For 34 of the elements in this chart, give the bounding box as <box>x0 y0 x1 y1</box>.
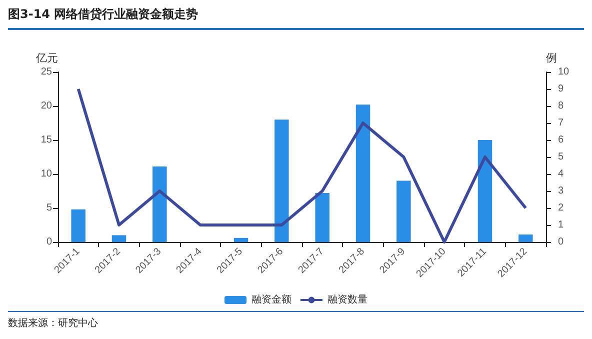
y2-axis-title: 例 <box>546 52 557 64</box>
bar <box>478 140 492 242</box>
y2-tick-label: 2 <box>558 202 564 214</box>
bar <box>518 234 533 242</box>
y-tick-label: 25 <box>40 66 52 78</box>
y2-tick-label: 1 <box>558 220 564 230</box>
line-series <box>76 88 528 244</box>
bar <box>315 193 330 242</box>
chart-title: 图3-14 网络借贷行业融资金额走势 <box>8 6 198 23</box>
y-axis-title: 亿元 <box>35 52 58 64</box>
bar <box>152 166 167 242</box>
y2-tick-label: 6 <box>558 134 564 146</box>
y-tick-label: 20 <box>40 100 52 112</box>
bar <box>71 209 86 242</box>
y2-tick-label: 7 <box>558 118 564 128</box>
y-tick-label: 10 <box>40 168 52 180</box>
y-tick-label: 5 <box>46 202 52 214</box>
y2-tick-label: 4 <box>558 168 564 180</box>
bar <box>274 120 289 242</box>
bar <box>396 180 411 242</box>
bar <box>356 104 370 242</box>
y2-tick-label: 5 <box>558 152 564 162</box>
legend-label: 融资金额 <box>252 294 292 306</box>
bar <box>234 238 248 242</box>
y2-tick-label: 3 <box>558 186 564 196</box>
source-note: 数据来源：研究中心 <box>8 316 98 330</box>
y2-tick-label: 8 <box>558 100 564 112</box>
y-tick-label: 15 <box>40 134 52 146</box>
legend-label: 融资数量 <box>328 294 368 306</box>
y2-tick-label: 10 <box>558 66 570 78</box>
y2-tick-label: 0 <box>558 236 564 248</box>
y2-tick-label: 9 <box>558 84 564 94</box>
bar <box>112 235 126 242</box>
y-tick-label: 0 <box>46 236 52 248</box>
